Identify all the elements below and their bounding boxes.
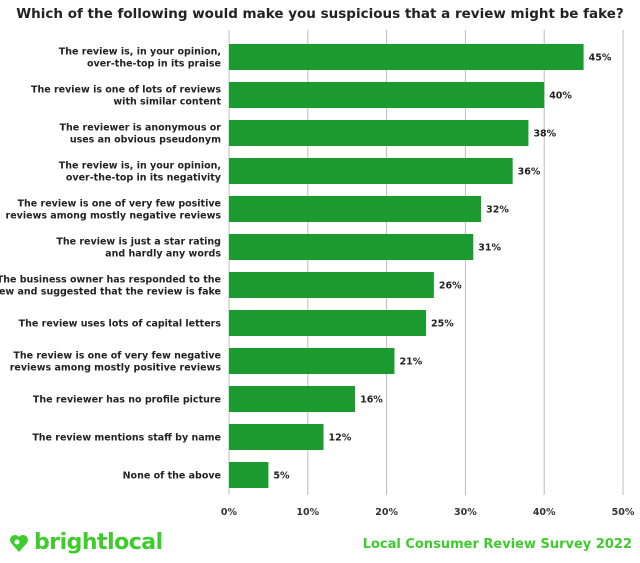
x-tick-label: 40% — [533, 507, 556, 518]
category-label: The review is, in your opinion, over-the-… — [59, 47, 221, 70]
category-label: The review mentions staff by name — [32, 433, 221, 444]
bar — [229, 272, 434, 298]
category-label: The reviewer is anonymous or uses an obvi… — [60, 123, 222, 146]
data-label: 16% — [360, 395, 383, 406]
heart-pin-icon — [10, 534, 28, 552]
data-label: 32% — [486, 205, 509, 216]
bar — [229, 348, 395, 374]
data-label: 31% — [478, 243, 501, 254]
data-label: 12% — [329, 433, 352, 444]
brand-name: brightlocal — [34, 530, 163, 555]
x-tick-label: 0% — [221, 507, 238, 518]
data-label: 38% — [533, 129, 556, 140]
data-label: 5% — [273, 471, 290, 482]
survey-name: Local Consumer Review Survey 2022 — [362, 537, 632, 552]
category-label: The business owner has responded to the r… — [0, 275, 221, 298]
bar — [229, 234, 474, 260]
bar-chart: 0% 10% 20% 30% 40% 50% 45% The review is, in yo… — [0, 30, 635, 518]
chart-title: Which of the following would make you su… — [16, 6, 624, 22]
data-label: 21% — [399, 357, 422, 368]
bar — [229, 462, 269, 488]
category-label: The review is one of lots of reviews with… — [31, 85, 221, 108]
brand-logo: brightlocal — [8, 530, 163, 555]
category-label: The reviewer has no profile picture — [33, 395, 221, 406]
category-label: The review is one of very few negative re… — [10, 351, 222, 374]
bar — [229, 424, 324, 450]
data-label: 40% — [549, 91, 572, 102]
bar — [229, 120, 529, 146]
category-label: None of the above — [123, 471, 221, 482]
x-tick-label: 10% — [296, 507, 319, 518]
bar — [229, 82, 545, 108]
bar — [229, 158, 513, 184]
category-label: The review uses lots of capital letters — [19, 319, 222, 330]
bar — [229, 386, 356, 412]
data-label: 45% — [589, 53, 612, 64]
bar — [229, 44, 584, 70]
data-label: 26% — [439, 281, 462, 292]
data-label: 36% — [518, 167, 541, 178]
x-tick-label: 50% — [612, 507, 635, 518]
category-label: The review is just a star rating and hard… — [56, 237, 221, 260]
x-tick-label: 30% — [454, 507, 477, 518]
bar — [229, 196, 482, 222]
category-label: The review is, in your opinion, over-the-… — [59, 161, 222, 184]
bar — [229, 310, 426, 336]
category-label: The review is one of very few positive re… — [6, 199, 222, 222]
x-tick-label: 20% — [375, 507, 398, 518]
data-label: 25% — [431, 319, 454, 330]
